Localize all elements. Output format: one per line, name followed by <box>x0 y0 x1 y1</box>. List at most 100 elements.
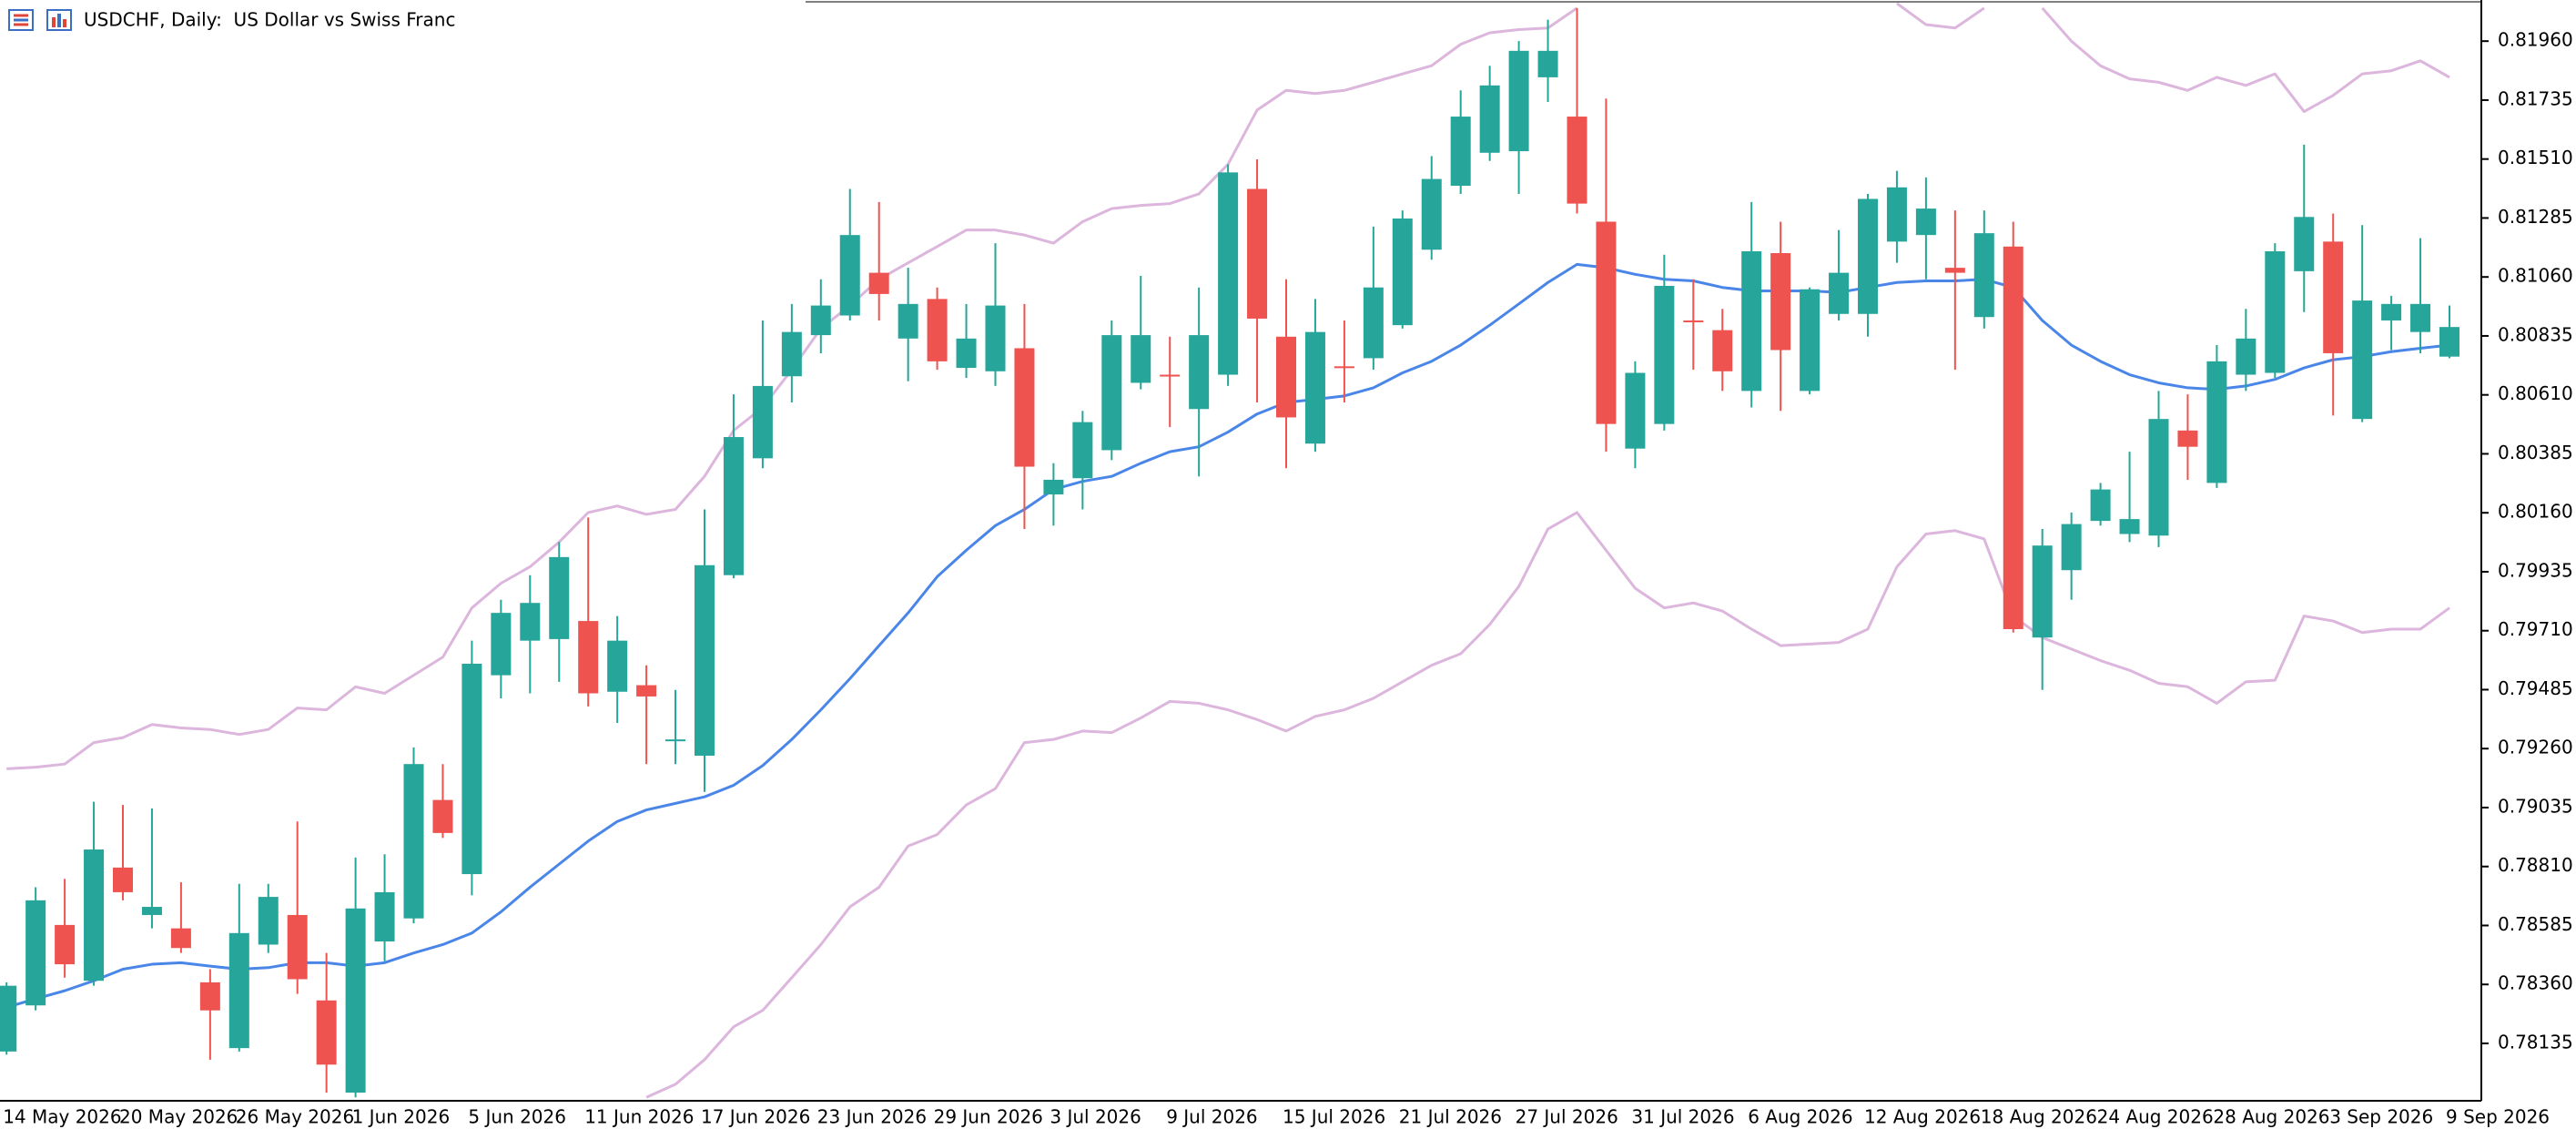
y-tick-label: 0.81510 <box>2498 147 2573 168</box>
x-tick-label: 15 Jul 2026 <box>1283 1106 1385 1128</box>
candle-body <box>1741 250 1762 392</box>
candle-body <box>1014 348 1035 467</box>
candle-body <box>927 299 948 361</box>
x-tick-label: 26 May 2026 <box>236 1106 354 1128</box>
y-tick-label: 0.79485 <box>2498 677 2573 699</box>
candle-body <box>316 1000 337 1065</box>
candle-body <box>84 849 105 982</box>
bars-icon-bar <box>52 17 56 27</box>
candle-body <box>0 985 17 1052</box>
y-tick-label: 0.81735 <box>2498 87 2573 109</box>
indicator-line <box>5 262 2450 1009</box>
x-tick-label: 3 Jul 2026 <box>1050 1106 1141 1128</box>
candle-body <box>2177 430 2198 447</box>
candle-body <box>113 867 133 892</box>
candle-body <box>2032 545 2053 638</box>
candle-body <box>1276 336 1296 418</box>
x-tick-label: 24 Aug 2026 <box>2097 1106 2214 1128</box>
y-tick-label: 0.78810 <box>2498 854 2573 876</box>
candle-body <box>2352 300 2373 420</box>
candle-body <box>2061 524 2082 571</box>
x-tick-label: 23 Jun 2026 <box>817 1106 927 1128</box>
chart-title: USDCHF, Daily: US Dollar vs Swiss Franc <box>84 9 455 31</box>
candle-body <box>1712 330 1733 371</box>
candle-body <box>2265 250 2286 373</box>
x-tick-label: 17 Jun 2026 <box>701 1106 810 1128</box>
candle-body <box>1304 331 1325 444</box>
candle-body <box>1915 209 1936 236</box>
candle-body <box>403 764 424 919</box>
candle-body <box>1508 50 1529 152</box>
bars-icon-bar <box>57 14 61 27</box>
candle-body <box>2003 246 2023 629</box>
candle-body <box>1829 272 1850 314</box>
candle-body <box>1770 253 1791 351</box>
y-tick-label: 0.79260 <box>2498 737 2573 758</box>
candle-body <box>781 331 802 377</box>
x-tick-label: 6 Aug 2026 <box>1748 1106 1852 1128</box>
candle-body <box>1189 335 1210 410</box>
candle-body <box>199 982 220 1011</box>
candle-body <box>228 932 249 1049</box>
candle-body <box>898 303 918 339</box>
y-tick-label: 0.78585 <box>2498 913 2573 935</box>
candle-body <box>636 685 657 697</box>
candle-body <box>2439 327 2459 357</box>
chart-icons <box>8 9 72 31</box>
candle-body <box>607 640 628 692</box>
candle-body <box>1247 188 1268 319</box>
candle-body <box>141 907 162 915</box>
y-tick-label: 0.81960 <box>2498 29 2573 51</box>
candle-body <box>1625 372 1646 449</box>
candle-body <box>432 799 453 833</box>
candle-body <box>1450 117 1471 187</box>
y-tick-label: 0.78135 <box>2498 1031 2573 1053</box>
candle-body <box>1072 422 1093 479</box>
x-tick-label: 20 May 2026 <box>119 1106 238 1128</box>
x-tick-label: 12 Aug 2026 <box>1864 1106 1981 1128</box>
x-tick-label: 3 Sep 2026 <box>2329 1106 2433 1128</box>
x-tick-label: 5 Jun 2026 <box>468 1106 566 1128</box>
candle-body <box>1392 219 1413 326</box>
candle-body <box>2323 241 2344 353</box>
candle-body <box>1101 335 1122 451</box>
candle-body <box>287 914 308 980</box>
candle-body <box>1421 178 1442 250</box>
candle-body <box>461 663 482 875</box>
x-tick-label: 29 Jun 2026 <box>934 1106 1043 1128</box>
candle-body <box>1334 366 1354 369</box>
candle-body <box>55 924 76 965</box>
candle-body <box>1858 198 1878 314</box>
candle-body <box>956 338 977 369</box>
candle-body <box>374 891 395 942</box>
y-tick-label: 0.79935 <box>2498 559 2573 581</box>
candle-body <box>1567 117 1587 204</box>
candle-body <box>1800 289 1820 392</box>
candle-body <box>1479 85 1500 153</box>
candle-body <box>985 305 1006 371</box>
candle-body <box>2294 217 2315 271</box>
y-tick-label: 0.78360 <box>2498 972 2573 994</box>
candle-body <box>1683 320 1704 322</box>
candle-body <box>170 928 191 949</box>
candle-body <box>810 305 831 336</box>
candle-body <box>2119 519 2140 534</box>
candle-body <box>839 235 860 316</box>
candle-body <box>1218 172 1239 375</box>
x-tick-label: 31 Jul 2026 <box>1631 1106 1734 1128</box>
candle-body <box>258 897 279 945</box>
candle-body <box>2236 338 2257 375</box>
candle-body <box>520 603 541 641</box>
y-tick-label: 0.79035 <box>2498 795 2573 817</box>
y-tick-label: 0.79710 <box>2498 618 2573 640</box>
candle-body <box>1944 268 1965 273</box>
x-tick-label: 18 Aug 2026 <box>1981 1106 2097 1128</box>
x-tick-label: 28 Aug 2026 <box>2213 1106 2329 1128</box>
candle-body <box>1363 287 1384 359</box>
candle-body <box>2090 489 2111 522</box>
candle-body <box>2148 419 2169 536</box>
candle-body <box>549 556 570 639</box>
candle-body <box>665 739 686 742</box>
